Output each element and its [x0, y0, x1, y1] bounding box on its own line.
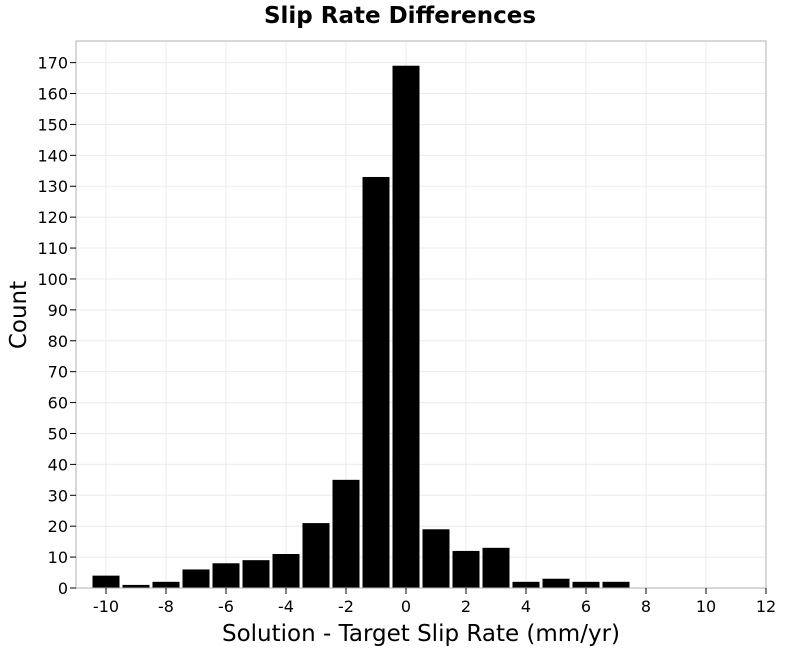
histogram-bar [572, 581, 600, 588]
x-tick-label: -2 [338, 597, 354, 616]
x-tick-label: -6 [218, 597, 234, 616]
x-tick-label: 10 [696, 597, 716, 616]
histogram-bar [272, 554, 300, 588]
x-axis-label: Solution - Target Slip Rate (mm/yr) [222, 621, 620, 647]
bars [92, 65, 630, 589]
y-tick-label: 170 [37, 54, 68, 73]
x-axis-ticks: -10 -8 -6 -4 -2 0 2 4 6 8 10 12 [93, 588, 776, 616]
y-tick-label: 130 [37, 177, 68, 196]
histogram-bar [602, 581, 630, 588]
histogram-bar [302, 523, 330, 588]
y-tick-label: 30 [48, 486, 68, 505]
histogram-bar [392, 65, 420, 589]
x-tick-label: 6 [581, 597, 591, 616]
histogram-bar [422, 529, 450, 588]
histogram-bar [362, 176, 390, 588]
histogram-bar [452, 550, 480, 588]
y-tick-label: 110 [37, 239, 68, 258]
histogram-bar [152, 581, 180, 588]
histogram-bar [212, 563, 240, 588]
y-tick-label: 20 [48, 517, 68, 536]
histogram-bar [92, 575, 120, 588]
x-tick-label: 8 [641, 597, 651, 616]
x-tick-label: -10 [93, 597, 119, 616]
grid-lines [76, 41, 767, 589]
x-tick-label: 2 [461, 597, 471, 616]
y-tick-label: 70 [48, 363, 68, 382]
plot-area-frame [75, 40, 767, 589]
y-tick-label: 80 [48, 332, 68, 351]
histogram-bar [182, 569, 210, 588]
x-tick-label: 0 [401, 597, 411, 616]
y-tick-label: 100 [37, 270, 68, 289]
y-tick-label: 90 [48, 301, 68, 320]
y-tick-label: 50 [48, 424, 68, 443]
y-axis-ticks: 0 10 20 30 40 50 60 70 80 90 100 110 120 130 140 150 160… [37, 54, 76, 598]
x-tick-label: -4 [278, 597, 294, 616]
histogram-bar [122, 584, 150, 588]
histogram-bar [332, 479, 360, 588]
y-tick-label: 0 [58, 579, 68, 598]
y-tick-label: 150 [37, 115, 68, 134]
x-tick-label: 12 [756, 597, 776, 616]
x-tick-label: 4 [521, 597, 531, 616]
x-tick-label: -8 [158, 597, 174, 616]
histogram-bar [482, 547, 510, 588]
histogram-bar [542, 578, 570, 588]
histogram-bar [242, 560, 270, 588]
chart-title: Slip Rate Differences [264, 3, 536, 29]
y-tick-label: 160 [37, 85, 68, 104]
y-axis-label: Count [6, 281, 32, 349]
histogram-bar [512, 581, 540, 588]
y-tick-label: 60 [48, 394, 68, 413]
y-tick-label: 140 [37, 146, 68, 165]
y-tick-label: 40 [48, 455, 68, 474]
y-tick-label: 120 [37, 208, 68, 227]
y-tick-label: 10 [48, 548, 68, 567]
